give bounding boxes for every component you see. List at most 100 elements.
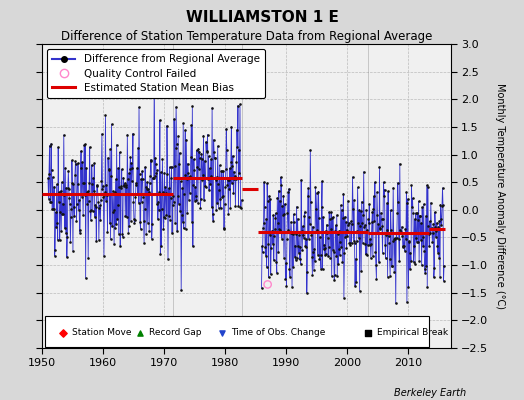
Y-axis label: Monthly Temperature Anomaly Difference (°C): Monthly Temperature Anomaly Difference (…	[495, 83, 505, 309]
Point	[265, 193, 274, 199]
Point	[268, 228, 276, 234]
Point	[254, 322, 263, 328]
Point	[113, 142, 121, 148]
Point	[123, 131, 132, 138]
Point	[438, 203, 446, 209]
Point	[160, 214, 168, 220]
Point	[200, 196, 208, 203]
Point	[67, 214, 75, 221]
Point	[110, 241, 118, 247]
Point	[308, 254, 316, 260]
Point	[369, 206, 378, 212]
Point	[79, 212, 88, 218]
Point	[295, 232, 303, 238]
Point	[299, 223, 307, 230]
Point	[281, 275, 290, 282]
Point	[300, 234, 308, 241]
Point	[346, 242, 354, 248]
Point	[135, 104, 143, 110]
Point	[69, 248, 77, 254]
Point	[205, 187, 213, 193]
Point	[143, 179, 151, 185]
Point	[391, 236, 399, 242]
Point	[234, 102, 242, 109]
Point	[229, 190, 237, 196]
Point	[160, 169, 169, 176]
Point	[344, 222, 353, 228]
Point	[132, 180, 140, 187]
Point	[56, 237, 64, 243]
Point	[292, 203, 301, 210]
Point	[313, 190, 321, 196]
Point	[390, 235, 399, 242]
Point	[298, 228, 306, 234]
Point	[210, 149, 219, 156]
Point	[294, 243, 302, 249]
Point	[432, 234, 440, 240]
Point	[117, 183, 125, 189]
Point	[150, 68, 158, 74]
Point	[375, 164, 384, 170]
Point	[294, 250, 303, 256]
Point	[402, 236, 410, 242]
FancyBboxPatch shape	[45, 316, 429, 347]
Point	[83, 201, 91, 207]
Point	[274, 220, 282, 226]
Point	[298, 247, 307, 254]
Point	[434, 249, 442, 256]
Point	[385, 233, 393, 239]
Point	[166, 216, 174, 223]
Point	[374, 230, 382, 237]
Point	[332, 222, 340, 228]
Point	[381, 255, 390, 261]
Point	[427, 226, 435, 232]
Point	[234, 202, 243, 209]
Point	[222, 166, 230, 172]
Point	[399, 243, 408, 250]
Point	[216, 196, 224, 202]
Point	[158, 156, 167, 163]
Point	[347, 218, 355, 225]
Point	[399, 244, 407, 250]
Point	[262, 216, 270, 222]
Point	[342, 219, 350, 225]
Point	[319, 266, 327, 272]
Point	[293, 215, 302, 222]
Point	[68, 157, 76, 164]
Point	[312, 205, 320, 212]
Point	[425, 218, 434, 224]
Point	[322, 222, 331, 228]
Point	[152, 201, 161, 208]
Point	[213, 200, 221, 206]
Point	[365, 201, 374, 208]
Point	[280, 254, 288, 261]
Point	[209, 211, 217, 217]
Point	[266, 232, 274, 238]
Point	[171, 145, 180, 151]
Point	[75, 197, 83, 204]
Point	[183, 160, 192, 167]
Point	[356, 222, 364, 229]
Point	[178, 185, 187, 191]
Point	[344, 198, 352, 204]
Point	[389, 236, 398, 242]
Point	[228, 180, 236, 186]
Point	[224, 210, 233, 217]
Point	[412, 235, 420, 242]
Point	[285, 186, 293, 192]
Point	[128, 178, 136, 184]
Point	[60, 132, 68, 138]
Point	[85, 144, 94, 150]
Point	[379, 216, 387, 223]
Point	[195, 166, 203, 172]
Point	[112, 176, 120, 182]
Point	[196, 155, 204, 161]
Point	[180, 191, 189, 198]
Point	[311, 184, 320, 190]
Point	[176, 150, 184, 156]
Point	[267, 271, 275, 278]
Point	[398, 232, 407, 239]
Point	[107, 172, 115, 179]
Point	[339, 215, 347, 221]
Point	[430, 264, 439, 271]
